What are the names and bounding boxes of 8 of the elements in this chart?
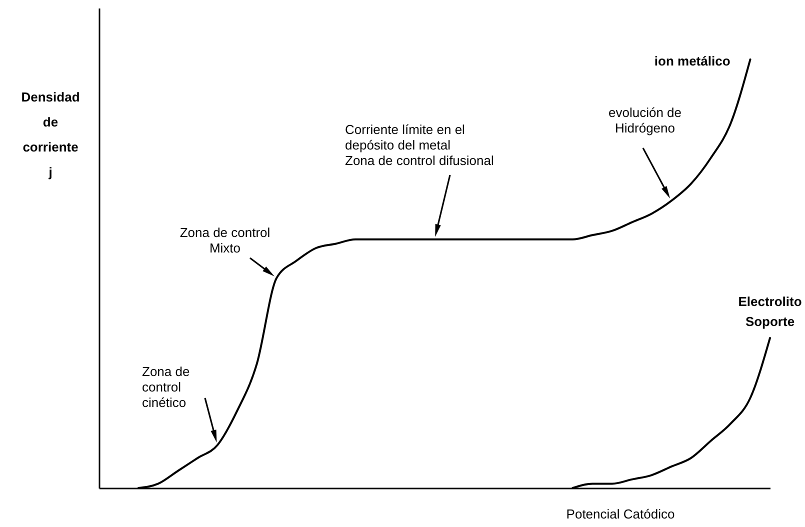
- annotation: Zona de control cinético: [142, 364, 190, 410]
- annotation: Zona de control Mixto: [180, 225, 270, 256]
- x-axis-title: Potencial Catódico: [566, 506, 675, 522]
- annotation: evolución de Hidrógeno: [608, 105, 682, 136]
- series-label: ion metálico: [654, 53, 730, 68]
- text: Electrolito Soporte: [738, 294, 802, 329]
- annotation: Corriente límite en el depósito del metal Zona de control difusional: [345, 122, 494, 168]
- y-axis-title: Densidad de corriente j: [21, 90, 80, 180]
